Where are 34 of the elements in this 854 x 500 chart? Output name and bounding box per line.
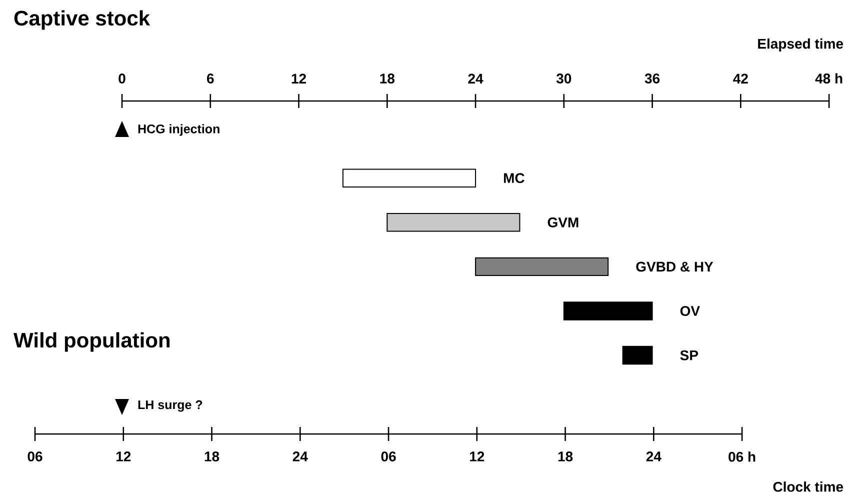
x2-tick-label: 24 bbox=[646, 452, 662, 462]
x-tick-label: 24 bbox=[468, 74, 484, 84]
bar bbox=[342, 168, 476, 188]
x-axis-title: Elapsed time bbox=[758, 38, 844, 52]
annotation: Wild population bbox=[14, 332, 170, 352]
x2-tick-label: 06 bbox=[28, 452, 42, 462]
bar bbox=[563, 302, 653, 320]
text: HCG injection bbox=[138, 124, 220, 136]
x2-tick-label: 06 h bbox=[728, 452, 756, 462]
x2-axis-title: Clock time bbox=[773, 482, 844, 492]
chart-title: Captive stock bbox=[14, 10, 150, 30]
x-tick-label: 12 bbox=[292, 74, 306, 84]
text: LH surge ? bbox=[138, 400, 202, 412]
x-tick-label: 6 bbox=[207, 74, 214, 84]
x-tick-label: 0 bbox=[118, 74, 126, 84]
y-tick-label: MC bbox=[504, 173, 524, 184]
y-tick-label: GVM bbox=[548, 217, 578, 228]
x-tick-label: 42 bbox=[733, 74, 748, 84]
x2-tick-label: 18 bbox=[558, 452, 573, 462]
y-tick-label: SP bbox=[680, 350, 698, 360]
x-tick-label: 30 bbox=[556, 74, 572, 84]
x2-tick-label: 18 bbox=[204, 452, 220, 462]
x2-tick-label: 06 bbox=[381, 452, 396, 462]
bar bbox=[386, 213, 520, 232]
bar bbox=[475, 257, 609, 276]
y-tick-label: GVBD & HY bbox=[636, 262, 714, 272]
x2-tick-label: 12 bbox=[470, 452, 484, 462]
x-tick-label: 18 bbox=[380, 74, 394, 84]
bar bbox=[622, 346, 653, 365]
x2-tick-label: 24 bbox=[292, 452, 308, 462]
y-tick-label: OV bbox=[680, 306, 700, 316]
x2-tick-label: 12 bbox=[116, 452, 131, 462]
x-tick-label: 36 bbox=[644, 74, 660, 84]
x-tick-label: 48 h bbox=[815, 73, 842, 84]
